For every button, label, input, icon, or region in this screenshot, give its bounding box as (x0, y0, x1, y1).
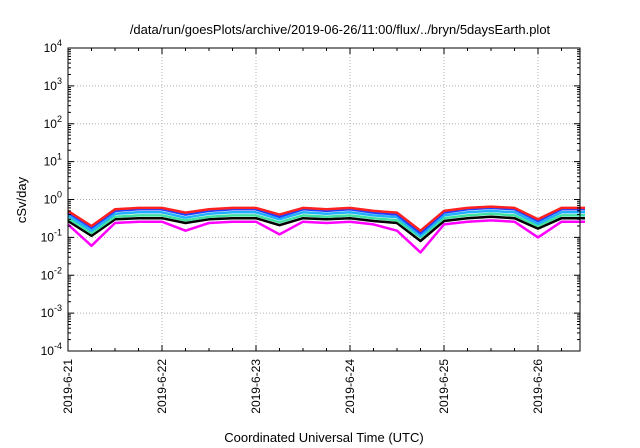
y-tick-label: 101 (44, 152, 62, 169)
y-axis: 10-4 10-3 10-2 10-1 100 101 102 103 104 (41, 38, 580, 358)
series-line (67, 206, 585, 235)
series-layer (67, 205, 585, 254)
series-line (67, 209, 585, 238)
y-tick-label: 102 (44, 114, 62, 131)
y-tick-label: 10-4 (41, 341, 62, 358)
x-tick-label: 2019-6-25 (437, 359, 451, 414)
y-tick-label: 10-2 (41, 265, 62, 282)
x-tick-label: 2019-6-26 (531, 359, 545, 414)
y-tick-label: 103 (44, 76, 62, 93)
x-axis-label: Coordinated Universal Time (UTC) (224, 430, 423, 445)
series-line (67, 212, 585, 239)
y-tick-label: 100 (44, 190, 62, 207)
series-line (67, 205, 585, 232)
y-tick-label: 10-1 (41, 227, 62, 244)
x-tick-label: 2019-6-24 (343, 359, 357, 414)
grid-layer (68, 48, 580, 351)
y-tick-label: 104 (44, 38, 62, 55)
y-axis-label: cSv/day (14, 176, 29, 223)
y-tick-label: 10-3 (41, 303, 62, 320)
x-axis: 2019-6-21 2019-6-22 2019-6-23 2019-6-24 2019… (61, 48, 562, 414)
chart-title: /data/run/goesPlots/archive/2019-06-26/1… (130, 22, 551, 37)
x-tick-label: 2019-6-21 (61, 359, 75, 414)
x-tick-label: 2019-6-22 (155, 359, 169, 414)
series-line (67, 219, 585, 254)
x-tick-label: 2019-6-23 (249, 359, 263, 414)
series-line (67, 215, 585, 243)
